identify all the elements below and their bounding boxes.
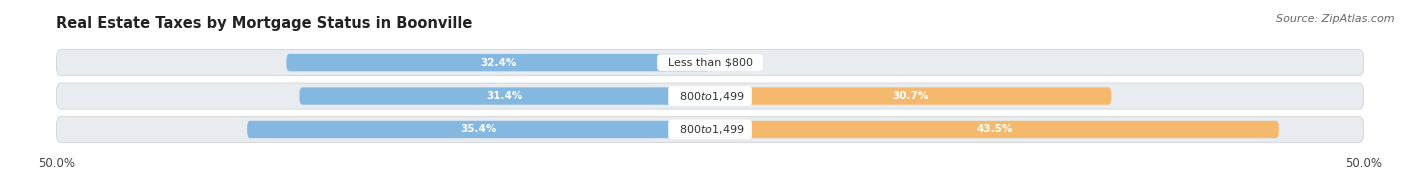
FancyBboxPatch shape: [710, 87, 1112, 105]
Text: $800 to $1,499: $800 to $1,499: [672, 90, 748, 103]
Text: Source: ZipAtlas.com: Source: ZipAtlas.com: [1277, 14, 1395, 24]
Text: 0.0%: 0.0%: [730, 58, 759, 68]
Text: 31.4%: 31.4%: [486, 91, 523, 101]
Text: 30.7%: 30.7%: [893, 91, 929, 101]
Text: 32.4%: 32.4%: [479, 58, 516, 68]
FancyBboxPatch shape: [299, 87, 710, 105]
Text: $800 to $1,499: $800 to $1,499: [672, 123, 748, 136]
Text: Real Estate Taxes by Mortgage Status in Boonville: Real Estate Taxes by Mortgage Status in …: [56, 16, 472, 31]
FancyBboxPatch shape: [710, 121, 1279, 138]
FancyBboxPatch shape: [56, 116, 1364, 142]
FancyBboxPatch shape: [56, 50, 1364, 76]
Text: 43.5%: 43.5%: [976, 124, 1012, 134]
Text: 35.4%: 35.4%: [460, 124, 496, 134]
FancyBboxPatch shape: [247, 121, 710, 138]
Text: Less than $800: Less than $800: [661, 58, 759, 68]
FancyBboxPatch shape: [287, 54, 710, 71]
FancyBboxPatch shape: [56, 83, 1364, 109]
